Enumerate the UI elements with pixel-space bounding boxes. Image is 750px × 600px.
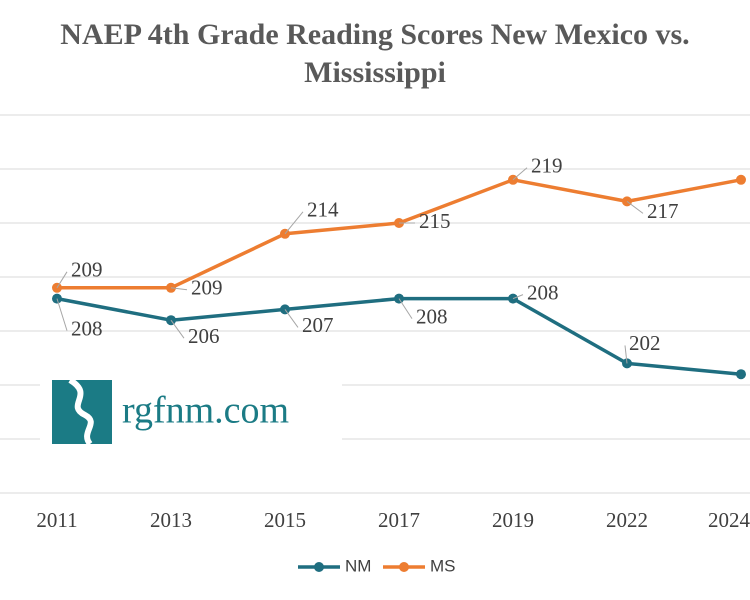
x-tick-label: 2017 bbox=[378, 508, 420, 532]
x-tick-label: 2022 bbox=[606, 508, 648, 532]
data-label: 217 bbox=[647, 199, 679, 223]
logo-wave bbox=[68, 377, 94, 446]
legend-label: MS bbox=[430, 556, 456, 575]
data-label: 208 bbox=[416, 304, 448, 328]
leader-line bbox=[56, 298, 68, 331]
leader-line bbox=[284, 211, 304, 235]
leader-line bbox=[170, 319, 185, 339]
leader-line bbox=[398, 298, 413, 319]
legend-marker bbox=[399, 562, 409, 572]
leader-line bbox=[170, 287, 188, 291]
chart-title: NAEP 4th Grade Reading Scores New Mexico… bbox=[60, 18, 690, 89]
leader-line bbox=[512, 294, 524, 300]
watermark: rgfnm.com bbox=[40, 372, 342, 446]
leader-line bbox=[56, 271, 68, 289]
legend-marker bbox=[314, 562, 324, 572]
leader-line bbox=[284, 309, 299, 328]
data-label: 208 bbox=[527, 280, 559, 304]
marker bbox=[736, 369, 746, 380]
data-label: 214 bbox=[307, 198, 339, 222]
leader-line bbox=[624, 345, 628, 364]
data-label: 206 bbox=[188, 324, 220, 348]
x-tick-label: 2019 bbox=[492, 508, 534, 532]
legend-label: NM bbox=[345, 556, 371, 575]
marker bbox=[736, 174, 746, 185]
x-tick-label: 2024 bbox=[708, 508, 750, 532]
data-label: 202 bbox=[629, 331, 661, 355]
leader-line bbox=[512, 167, 528, 181]
data-label: 207 bbox=[302, 313, 334, 337]
data-label: 219 bbox=[531, 154, 563, 178]
data-label: 215 bbox=[419, 209, 451, 233]
line bbox=[57, 178, 742, 290]
leader-line bbox=[626, 200, 644, 214]
x-tick-label: 2011 bbox=[36, 508, 77, 532]
data-label: 208 bbox=[71, 316, 103, 340]
data-label: 209 bbox=[71, 258, 103, 282]
x-tick-label: 2015 bbox=[264, 508, 306, 532]
watermark-text: rgfnm.com bbox=[122, 390, 289, 432]
x-tick-label: 2013 bbox=[150, 508, 192, 532]
data-label: 209 bbox=[191, 276, 223, 300]
